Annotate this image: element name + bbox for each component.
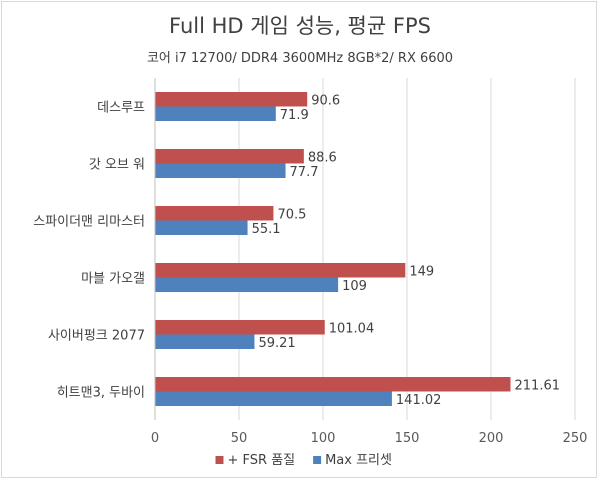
data-label: 101.04 (329, 321, 375, 336)
bars (155, 92, 511, 406)
legend-label-fsr: + FSR 품질 (228, 453, 296, 468)
data-label: 211.61 (515, 378, 561, 393)
legend: + FSR 품질 Max 프리셋 (215, 453, 392, 468)
chart-title: Full HD 게임 성능, 평균 FPS (169, 14, 431, 38)
data-label: 55.1 (252, 222, 281, 237)
data-labels: 90.671.9 88.677.7 70.555.1 149 109 101.04 59.2… (252, 93, 560, 408)
bar-fsr (155, 320, 325, 335)
x-tick-label: 150 (395, 431, 420, 446)
category-label: 마블 가오갤 (81, 272, 145, 287)
bar-fsr (155, 149, 304, 164)
data-label: 59.21 (258, 336, 295, 351)
bar-fsr (155, 206, 274, 221)
legend-label-max: Max 프리셋 (325, 453, 392, 468)
x-tick-label: 0 (151, 431, 159, 446)
data-label: 77.7 (290, 165, 319, 180)
legend-swatch-fsr (215, 456, 224, 464)
legend-swatch-max (313, 456, 322, 464)
data-label: 141.02 (396, 393, 442, 408)
category-label: 히트맨3, 두바이 (57, 386, 145, 401)
category-label: 스파이더맨 리마스터 (33, 215, 145, 230)
category-label: 사이버펑크 2077 (48, 329, 145, 344)
gridlines (238, 78, 576, 420)
bar-max (155, 391, 392, 406)
bar-max (155, 334, 255, 349)
x-tick-label: 200 (479, 431, 504, 446)
data-label: 90.6 (311, 93, 340, 108)
data-label: 71.9 (280, 108, 309, 123)
bar-fsr (155, 92, 308, 107)
bar-max (155, 106, 276, 121)
data-label: 88.6 (308, 150, 337, 165)
x-tick-label: 250 (563, 431, 588, 446)
data-label: 149 (409, 264, 434, 279)
data-label: 70.5 (277, 207, 306, 222)
bar-max (155, 163, 286, 178)
chart-subtitle: 코어 i7 12700/ DDR4 3600MHz 8GB*2/ RX 6600 (147, 51, 453, 66)
category-label: 갓 오브 워 (89, 158, 145, 173)
x-tick-label: 50 (231, 431, 248, 446)
category-label: 데스루프 (97, 101, 145, 116)
bar-fsr (155, 263, 406, 278)
bar-fsr (155, 377, 511, 392)
bar-max (155, 277, 339, 292)
x-tick-label: 100 (311, 431, 336, 446)
bar-max (155, 220, 248, 235)
data-label: 109 (342, 279, 367, 294)
